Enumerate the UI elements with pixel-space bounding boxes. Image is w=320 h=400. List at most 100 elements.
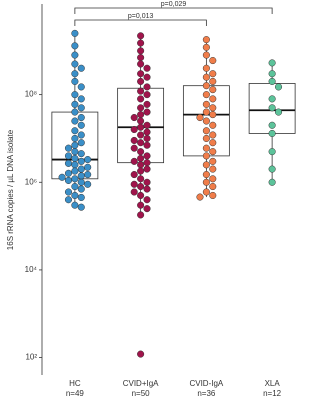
data-point: [130, 171, 138, 179]
data-point: [137, 175, 145, 183]
data-point: [268, 178, 276, 186]
data-point: [77, 185, 85, 193]
data-point: [77, 131, 85, 139]
data-point: [71, 117, 79, 125]
data-point: [268, 104, 276, 112]
data-point: [137, 211, 145, 219]
data-point: [71, 51, 79, 59]
data-point: [137, 60, 145, 68]
data-point: [71, 70, 79, 78]
data-point: [77, 64, 85, 72]
data-point: [77, 165, 85, 173]
x-tick-label: XLA: [265, 379, 281, 388]
data-point: [143, 128, 151, 136]
data-point: [137, 161, 145, 169]
data-point: [137, 148, 145, 156]
x-tick-label: HC: [69, 379, 81, 388]
data-point: [209, 56, 217, 65]
data-point: [209, 104, 217, 112]
data-point: [137, 123, 145, 131]
data-point: [202, 117, 210, 125]
data-point: [274, 83, 283, 91]
data-point: [209, 182, 217, 191]
data-point: [71, 127, 79, 135]
data-point: [268, 77, 276, 85]
x-tick-sublabel: n=50: [132, 389, 151, 398]
data-point: [202, 108, 210, 116]
data-point: [77, 139, 85, 147]
data-point: [137, 201, 145, 209]
data-point: [71, 100, 79, 108]
p-value-label: p=0,029: [161, 1, 187, 8]
data-point: [137, 32, 145, 40]
y-tick-label: 10⁴: [25, 265, 38, 274]
data-point: [202, 127, 210, 135]
data-point: [209, 111, 217, 119]
x-tick-label: CVID+IgA: [123, 379, 159, 388]
data-point: [71, 42, 79, 50]
data-point: [130, 188, 138, 196]
data-point: [64, 196, 73, 204]
data-point: [196, 113, 204, 122]
data-point: [143, 91, 151, 99]
data-point: [202, 134, 210, 143]
data-point: [202, 36, 210, 44]
x-tick-sublabel: n=49: [66, 389, 85, 398]
data-point: [268, 129, 276, 138]
data-point: [137, 191, 145, 200]
p-value-label: p=0,013: [128, 13, 154, 20]
data-point: [77, 193, 85, 202]
data-point: [64, 152, 73, 160]
data-point: [77, 172, 85, 180]
data-point: [130, 125, 138, 134]
x-tick-sublabel: n=36: [197, 389, 216, 398]
data-point: [268, 70, 276, 78]
data-point: [137, 95, 145, 103]
data-point: [143, 100, 151, 108]
data-point: [71, 167, 79, 175]
data-point: [71, 134, 79, 143]
data-point: [137, 131, 145, 139]
data-point: [77, 95, 85, 103]
data-point: [77, 83, 85, 91]
x-tick-sublabel: n=12: [263, 389, 282, 398]
data-point: [209, 157, 217, 165]
data-point: [143, 185, 151, 193]
data-point: [268, 121, 276, 129]
data-point: [202, 178, 210, 186]
data-point: [71, 91, 79, 99]
data-point: [137, 117, 145, 125]
significance-bracket: [74, 7, 273, 14]
data-point: [143, 64, 151, 72]
data-point: [137, 182, 145, 191]
data-point: [130, 144, 138, 152]
data-point: [143, 121, 151, 129]
y-tick-label: 10²: [25, 353, 37, 362]
data-point: [268, 95, 276, 103]
data-point: [143, 83, 151, 91]
data-point: [130, 180, 138, 188]
y-tick-label: 10⁶: [25, 177, 37, 186]
data-point: [143, 73, 151, 81]
data-point: [202, 91, 210, 99]
data-point: [64, 169, 73, 177]
data-point: [209, 191, 217, 200]
data-point: [143, 108, 151, 116]
data-point: [77, 150, 85, 158]
data-point: [71, 77, 79, 85]
data-point: [84, 163, 92, 171]
data-point: [71, 175, 79, 183]
data-point: [202, 73, 210, 81]
data-point: [71, 141, 79, 149]
data-point: [202, 82, 210, 90]
y-axis-label: 16S rRNA copies / µL DNA isolate: [6, 129, 15, 250]
data-point: [143, 165, 151, 173]
data-point: [274, 108, 283, 116]
data-point: [71, 29, 79, 37]
data-point: [137, 54, 145, 62]
data-point: [202, 152, 210, 160]
data-point: [202, 100, 210, 108]
data-point: [209, 139, 217, 147]
data-point: [202, 144, 210, 152]
data-point: [71, 182, 79, 191]
